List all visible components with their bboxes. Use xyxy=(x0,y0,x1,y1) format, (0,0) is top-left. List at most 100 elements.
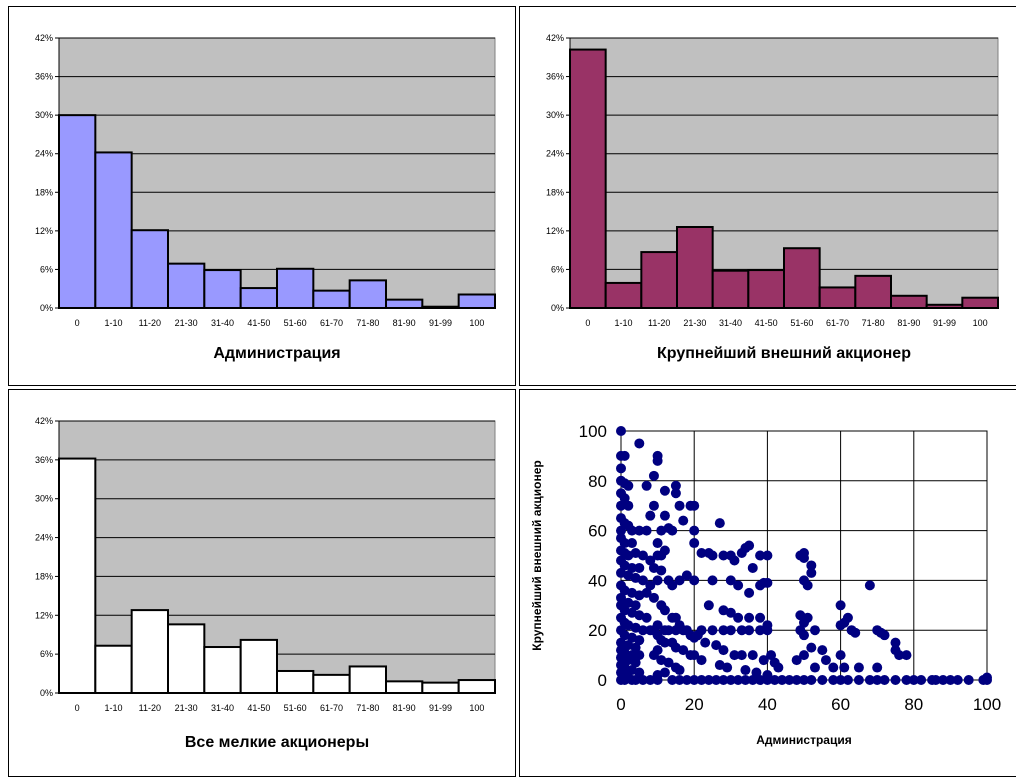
scatter-point xyxy=(634,562,645,573)
scatter-point xyxy=(733,612,744,623)
scatter-point xyxy=(689,575,700,586)
x-tick-label: 100 xyxy=(973,695,1001,714)
y-tick-label: 40 xyxy=(588,571,607,590)
scatter-point xyxy=(733,580,744,591)
bar xyxy=(569,48,607,309)
scatter-point xyxy=(619,450,630,461)
y-tick-label: 24% xyxy=(35,149,53,159)
scatter-point xyxy=(670,625,681,636)
y-tick-label: 0 xyxy=(598,671,607,690)
histogram-largest-external: 0% 6% 12% 18% 24% 30% 36% 42% 0 1-10 11-20 21-30 31-… xyxy=(546,33,1000,362)
scatter-point xyxy=(802,612,813,623)
scatter-point xyxy=(616,463,626,474)
scatter-point xyxy=(916,675,927,685)
scatter-point xyxy=(659,605,670,616)
scatter-point xyxy=(626,538,637,549)
scatter-point xyxy=(630,675,641,685)
scatter-point xyxy=(634,635,645,646)
y-tick-label: 36% xyxy=(35,72,53,82)
scatter-point xyxy=(659,637,670,648)
bar xyxy=(276,267,315,309)
y-tick-label: 42% xyxy=(546,33,564,43)
scatter-point xyxy=(799,650,809,661)
scatter-point xyxy=(641,480,652,491)
y-tick-label: 42% xyxy=(35,33,53,43)
scatter-point xyxy=(784,675,795,685)
x-tick-label: 100 xyxy=(469,703,484,713)
scatter-point xyxy=(619,675,630,685)
scatter-point xyxy=(802,580,813,591)
y-tick-label: 18% xyxy=(546,187,564,197)
x-tick-label: 71-80 xyxy=(356,703,379,713)
histogram-small-shareholders: 0% 6% 12% 18% 24% 30% 36% 42% 0 1-10 11-20 21-30 31-… xyxy=(35,416,496,751)
y-tick-label: 12% xyxy=(35,610,53,620)
scatter-point xyxy=(656,525,667,536)
scatter-point xyxy=(952,675,963,685)
bar xyxy=(961,296,1000,310)
scatter-point xyxy=(663,625,674,636)
x-tick-label: 61-70 xyxy=(320,703,343,713)
bar xyxy=(604,281,643,309)
x-tick-label: 61-70 xyxy=(826,318,849,328)
scatter-point xyxy=(667,525,678,536)
scatter-point xyxy=(652,455,663,466)
x-tick-label: 51-60 xyxy=(790,318,813,328)
x-tick-label: 0 xyxy=(616,695,625,714)
scatter-point xyxy=(674,665,685,676)
scatter-point xyxy=(835,600,846,611)
scatter-point xyxy=(623,480,634,491)
y-tick-label: 42% xyxy=(35,416,53,426)
scatter-point xyxy=(864,675,875,685)
scatter-point xyxy=(736,650,747,661)
scatter-point xyxy=(740,665,751,676)
scatter-point xyxy=(945,675,956,685)
scatter-point xyxy=(718,550,729,561)
x-axis-title: Администрация xyxy=(213,345,340,362)
bar xyxy=(457,293,496,309)
scatter-point xyxy=(674,675,685,685)
scatter-point xyxy=(689,538,700,549)
x-tick-label: 31-40 xyxy=(719,318,742,328)
bar xyxy=(385,680,424,695)
scatter-point xyxy=(762,675,773,685)
bar xyxy=(58,114,97,310)
chart-panel-admin: 0% 6% 12% 18% 24% 30% 36% 42% 0 1-10 11-20 21-30 31-… xyxy=(8,6,516,386)
scatter-point xyxy=(747,675,758,685)
scatter-point xyxy=(842,612,853,623)
scatter-point xyxy=(711,675,722,685)
scatter-point xyxy=(703,600,714,611)
scatter-point xyxy=(806,560,817,571)
scatter-point xyxy=(842,675,853,685)
scatter-point xyxy=(864,580,875,591)
scatter-point xyxy=(791,675,802,685)
bar xyxy=(203,646,242,694)
scatter-point xyxy=(656,550,667,561)
scatter-point xyxy=(725,625,736,636)
scatter-point xyxy=(648,592,659,603)
scatter-point xyxy=(901,675,912,685)
bar xyxy=(385,298,424,309)
scatter-point xyxy=(799,630,809,641)
scatter-point xyxy=(890,675,901,685)
scatter-point xyxy=(762,550,773,561)
scatter-point xyxy=(670,480,681,491)
scatter-point xyxy=(696,548,707,559)
scatter-point xyxy=(769,675,780,685)
scatter-point xyxy=(623,500,634,511)
y-tick-label: 6% xyxy=(40,264,53,274)
scatter-point xyxy=(707,575,718,586)
scatter-point xyxy=(879,675,890,685)
bar xyxy=(239,287,279,310)
bar xyxy=(348,665,387,695)
scatter-point xyxy=(982,672,992,683)
scatter-point xyxy=(648,500,659,511)
scatter-point xyxy=(711,640,722,651)
scatter-point xyxy=(707,550,718,561)
y-tick-label: 24% xyxy=(546,149,564,159)
scatter-point xyxy=(659,485,670,496)
x-tick-label: 0 xyxy=(75,318,80,328)
scatter-point xyxy=(674,575,685,586)
scatter-point xyxy=(758,655,769,666)
bar xyxy=(239,638,279,694)
x-tick-label: 91-99 xyxy=(429,318,452,328)
